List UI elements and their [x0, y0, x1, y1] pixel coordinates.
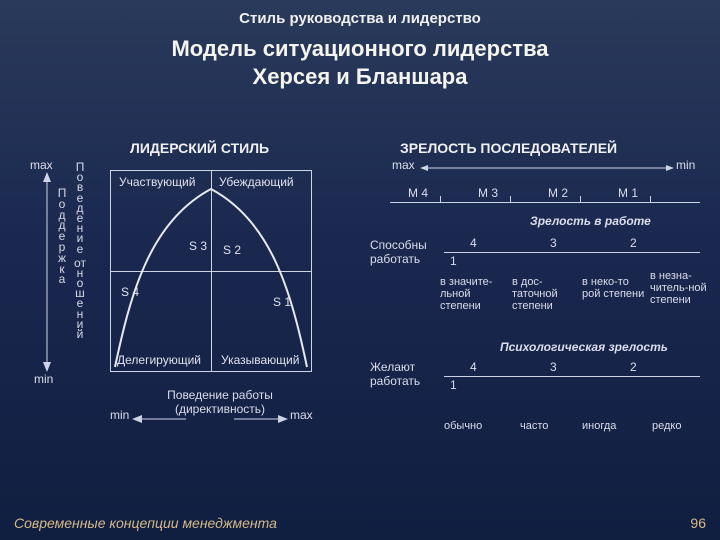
tick — [580, 196, 581, 202]
s3-label: S 3 — [189, 239, 207, 253]
able-4: 4 — [470, 236, 477, 250]
x-axis-l1: Поведение работы — [160, 388, 280, 402]
m-baseline — [390, 202, 700, 203]
want-lvl-d: редко — [652, 420, 681, 432]
page-title: Модель ситуационного лидерства Херсея и … — [0, 35, 720, 90]
m1: М 1 — [618, 186, 638, 200]
style-quadrant: Участвующий Убеждающий Делегирующий Указ… — [110, 170, 312, 372]
readiness-max: max — [392, 158, 415, 172]
footer-bar: Современные концепции менеджмента 96 — [0, 510, 720, 540]
want-lvl-b: часто — [520, 420, 548, 432]
quad-tl: Участвующий — [119, 175, 195, 189]
topic-header: Стиль руководства и лидерство — [0, 0, 720, 27]
able-lvl-d: в незна-читель-ной степени — [650, 270, 712, 306]
y-min-label: min — [34, 372, 53, 386]
footer-left: Современные концепции менеджмента — [14, 515, 277, 531]
x-axis-label: Поведение работы (директивность) — [160, 388, 280, 416]
s2-label: S 2 — [223, 243, 241, 257]
want-4: 4 — [470, 360, 477, 374]
quad-tr: Убеждающий — [219, 175, 294, 189]
able-lvl-a: в значите-льной степени — [440, 276, 510, 312]
want-baseline — [444, 376, 700, 377]
able-1: 1 — [450, 254, 457, 268]
bell-curve — [111, 171, 311, 371]
want-label: Желают работать — [370, 360, 440, 388]
right-section-label: ЗРЕЛОСТЬ ПОСЛЕДОВАТЕЛЕЙ — [400, 140, 617, 156]
m2: М 2 — [548, 186, 568, 200]
tick — [510, 196, 511, 202]
able-3: 3 — [550, 236, 557, 250]
tick — [440, 196, 441, 202]
work-maturity-label: Зрелость в работе — [530, 214, 651, 228]
s4-label: S 4 — [121, 285, 139, 299]
s1-label: S 1 — [273, 295, 291, 309]
title-line-1: Модель ситуационного лидерства — [0, 35, 720, 63]
want-lvl-a: обычно — [444, 420, 482, 432]
x-axis-l2: (директивность) — [160, 402, 280, 416]
y-axis-arrow — [40, 172, 54, 372]
x-max-label: max — [290, 408, 313, 422]
x-min-label: min — [110, 408, 129, 422]
able-2: 2 — [630, 236, 637, 250]
readiness-min: min — [676, 158, 695, 172]
want-lvl-c: иногда — [582, 420, 616, 432]
able-lvl-c: в неко-то рой степени — [582, 276, 648, 300]
quad-bl: Делегирующий — [117, 353, 201, 367]
quad-br: Указывающий — [221, 353, 299, 367]
readiness-arrow — [420, 163, 674, 173]
able-lvl-b: в дос-таточной степени — [512, 276, 580, 312]
page-number: 96 — [690, 515, 706, 531]
title-line-2: Херсея и Бланшара — [0, 63, 720, 91]
m3: М 3 — [478, 186, 498, 200]
y-axis-label-behavior: Поведение отношений — [74, 162, 86, 339]
tick — [650, 196, 651, 202]
want-2: 2 — [630, 360, 637, 374]
left-section-label: ЛИДЕРСКИЙ СТИЛЬ — [130, 140, 269, 156]
able-label: Способны работать — [370, 238, 440, 266]
want-1: 1 — [450, 378, 457, 392]
able-baseline — [444, 252, 700, 253]
y-max-label: max — [30, 158, 53, 172]
psy-maturity-label: Психологическая зрелость — [500, 340, 668, 354]
m4: М 4 — [408, 186, 428, 200]
y-axis-label-support: Поддержка — [56, 188, 68, 285]
want-3: 3 — [550, 360, 557, 374]
